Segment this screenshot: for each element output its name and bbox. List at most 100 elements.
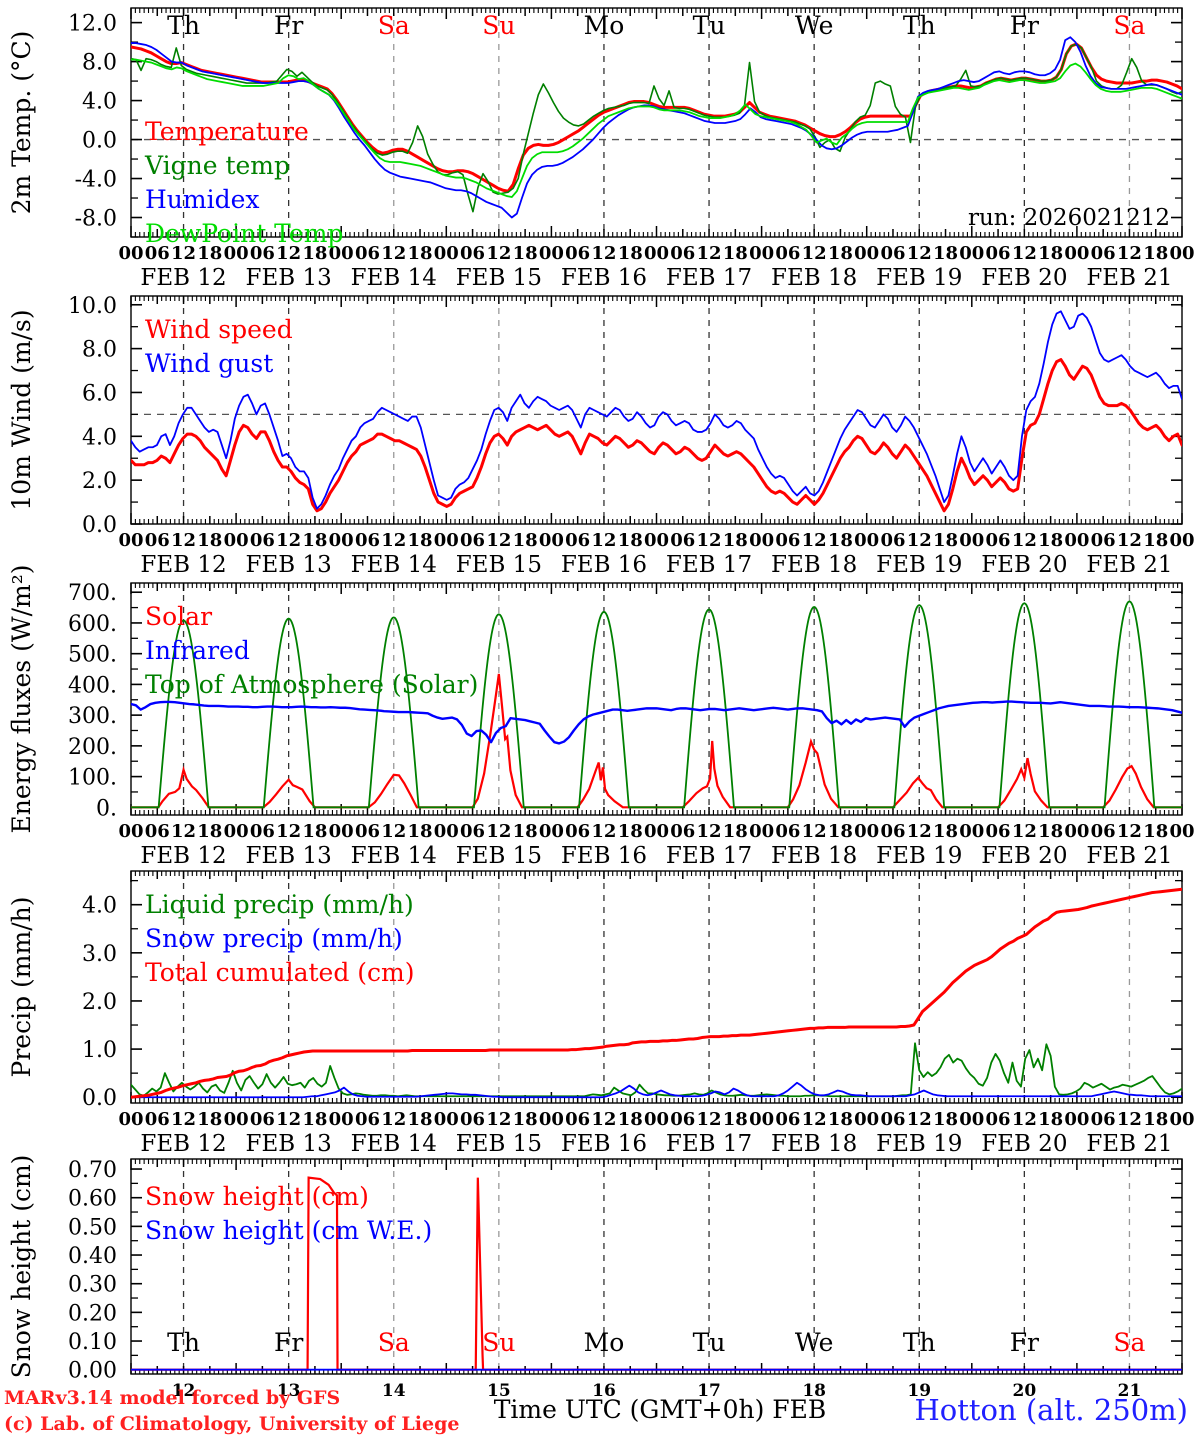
day-label-18: FEB 18 [771,265,857,291]
day-number-13: 13 [277,1381,301,1401]
hour-tick-label: 00 [1064,1109,1089,1130]
hour-tick-label: 12 [1012,821,1037,842]
y-tick-label: 300. [68,704,117,729]
day-label-13: FEB 13 [246,552,332,578]
day-label-13: FEB 13 [246,1131,332,1157]
y-tick-label: 0.0 [82,513,117,538]
y-tick-label: 1.0 [82,1038,117,1063]
hour-tick-label: 18 [513,821,538,842]
hour-tick-label: 18 [618,530,643,551]
hour-tick-label: 12 [1117,821,1142,842]
hour-tick-label: 06 [986,530,1011,551]
day-number-16: 16 [592,1381,616,1401]
hour-tick-label: 00 [118,530,143,551]
hour-tick-label: 18 [828,1109,853,1130]
hour-tick-label: 00 [329,1109,354,1130]
hour-tick-label: 00 [539,243,564,264]
hour-tick-label: 06 [1091,821,1116,842]
y-tick-label: 600. [68,612,117,637]
day-label-14: FEB 14 [351,552,437,578]
hour-tick-label: 06 [355,821,380,842]
hour-tick-label: 12 [486,243,511,264]
day-label-12: FEB 12 [140,843,226,869]
hour-tick-label: 18 [828,530,853,551]
y-tick-label: 0.50 [68,1215,117,1240]
hour-tick-label: 00 [434,243,459,264]
day-label-19: FEB 19 [876,1131,962,1157]
series-group [131,310,1182,513]
hour-tick-label: 00 [644,1109,669,1130]
series-group [131,36,1182,219]
hour-tick-label: 12 [697,821,722,842]
hour-tick-label: 18 [1143,1109,1168,1130]
hour-tick-label: 12 [171,821,196,842]
hour-tick-label: 06 [250,821,275,842]
day-label-19: FEB 19 [876,265,962,291]
hour-tick-label: 00 [539,1109,564,1130]
hour-tick-label: 18 [723,530,748,551]
series-top-of-atmosphere-solar [866,604,972,809]
y-tick-label: 400. [68,673,117,698]
hour-tick-label: 18 [197,243,222,264]
panel-snowheight: 0.00 0.10 0.20 0.30 0.40 0.50 0.60 0.70 Snow hei… [7,1155,1183,1401]
hour-tick-label: 18 [407,530,432,551]
weekday-label-fr-1: Fr [274,11,303,40]
day-label-15: FEB 15 [456,843,542,869]
hour-tick-label: 06 [355,530,380,551]
hour-tick-label: 12 [276,243,301,264]
day-label-17: FEB 17 [666,1131,752,1157]
hour-tick-label: 00 [959,243,984,264]
hour-tick-label: 18 [1143,530,1168,551]
day-label-14: FEB 14 [351,843,437,869]
series-group [131,1176,1182,1371]
series-infrared [131,700,1182,745]
weekday-label-th-0: Th [167,1328,200,1357]
panel-temperature: -8.0 -4.0 0.0 4.0 8.0 12.0 2m Temp. (°C) Th Fr Sa… [7,7,1194,291]
hour-tick-label: 12 [381,243,406,264]
y-tick-label: 500. [68,643,117,668]
run-label: run: 2026021212 [968,205,1170,231]
y-axis-label: Energy fluxes (W/m²) [7,565,36,834]
day-label-12: FEB 12 [140,265,226,291]
hour-tick-label: 12 [802,243,827,264]
y-tick-label: 0.70 [68,1158,117,1183]
hour-tick-label: 00 [434,530,459,551]
y-axis-label: Precip (mm/h) [7,897,36,1078]
legend-item-0: Liquid precip (mm/h) [145,890,414,919]
series-top-of-atmosphere-solar [656,608,762,809]
hour-tick-label: 18 [197,1109,222,1130]
hour-tick-label: 06 [1091,243,1116,264]
plot-frame-snowheight [130,1158,1183,1375]
series-top-of-atmosphere-solar [971,602,1077,809]
hour-tick-label: 00 [854,530,879,551]
hour-tick-label: 00 [329,243,354,264]
legend-item-0: Temperature [145,117,309,146]
day-number-21: 21 [1118,1381,1142,1401]
day-number-20: 20 [1013,1381,1037,1401]
day-label-19: FEB 19 [876,843,962,869]
hour-tick-label: 06 [670,243,695,264]
hour-tick-label: 18 [302,1109,327,1130]
day-label-15: FEB 15 [456,552,542,578]
hour-tick-label: 06 [1091,1109,1116,1130]
hour-tick-label: 06 [250,530,275,551]
hour-tick-label: 06 [986,821,1011,842]
hour-tick-label: 12 [697,530,722,551]
hour-tick-label: 00 [854,821,879,842]
day-label-20: FEB 20 [981,843,1067,869]
hour-tick-label: 12 [591,1109,616,1130]
day-label-17: FEB 17 [666,265,752,291]
hour-tick-label: 06 [775,530,800,551]
hour-tick-label: 12 [381,821,406,842]
time-axis-label: Time UTC (GMT+0h) FEB [494,1395,827,1424]
weekday-label-sa-9: Sa [1113,11,1145,40]
y-tick-label: 100. [68,766,117,791]
hour-tick-label: 18 [723,243,748,264]
hour-tick-label: 06 [565,530,590,551]
weekday-label-tu-5: Tu [693,11,726,40]
series-solar [446,673,552,809]
day-label-12: FEB 12 [140,1131,226,1157]
hour-tick-label: 06 [250,1109,275,1130]
hour-tick-label: 06 [460,530,485,551]
